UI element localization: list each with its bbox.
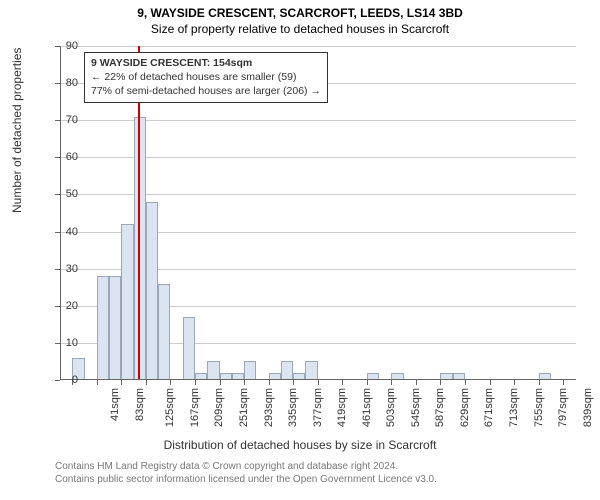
x-tick-label: 377sqm [312, 388, 324, 427]
footer-line2: Contains public sector information licen… [55, 473, 437, 486]
x-tick-mark [440, 380, 441, 385]
x-tick-mark [293, 380, 294, 385]
annotation-line2: ← 22% of detached houses are smaller (59… [91, 70, 321, 84]
x-tick-mark [391, 380, 392, 385]
x-tick-label: 671sqm [484, 388, 496, 427]
x-tick-mark [416, 380, 417, 385]
x-tick-label: 125sqm [164, 388, 176, 427]
x-tick-label: 251sqm [238, 388, 250, 427]
annotation-box: 9 WAYSIDE CRESCENT: 154sqm ← 22% of deta… [84, 52, 328, 103]
x-tick-mark [563, 380, 564, 385]
x-tick-label: 419sqm [336, 388, 348, 427]
x-tick-label: 545sqm [410, 388, 422, 427]
x-tick-label: 797sqm [557, 388, 569, 427]
histogram-bar [305, 361, 317, 380]
histogram-bar [281, 361, 293, 380]
y-tick-label: 20 [48, 300, 78, 312]
x-tick-label: 587sqm [434, 388, 446, 427]
y-axis-label: Number of detached properties [10, 48, 24, 213]
footer-attribution: Contains HM Land Registry data © Crown c… [55, 460, 437, 486]
y-tick-label: 60 [48, 151, 78, 163]
histogram-bar [97, 276, 109, 380]
chart-title-address: 9, WAYSIDE CRESCENT, SCARCROFT, LEEDS, L… [0, 0, 600, 20]
histogram-bar [146, 202, 158, 380]
x-tick-label: 293sqm [263, 388, 275, 427]
x-tick-label: 713sqm [508, 388, 520, 427]
y-tick-label: 80 [48, 77, 78, 89]
x-tick-label: 755sqm [533, 388, 545, 427]
x-tick-mark [97, 380, 98, 385]
x-tick-mark [244, 380, 245, 385]
x-tick-mark [146, 380, 147, 385]
plot-area: 9 WAYSIDE CRESCENT: 154sqm ← 22% of deta… [60, 46, 576, 380]
x-tick-mark [170, 380, 171, 385]
x-tick-label: 503sqm [385, 388, 397, 427]
x-tick-label: 461sqm [361, 388, 373, 427]
x-tick-label: 839sqm [582, 388, 594, 427]
x-tick-mark [318, 380, 319, 385]
chart-container: 9, WAYSIDE CRESCENT, SCARCROFT, LEEDS, L… [0, 0, 600, 500]
x-tick-area: 41sqm 83sqm 125sqm 167sqm 209sqm 251sqm 293sqm… [60, 380, 576, 440]
histogram-bar [183, 317, 195, 380]
x-tick-label: 335sqm [287, 388, 299, 427]
x-tick-label: 83sqm [134, 388, 146, 421]
y-tick-label: 0 [48, 374, 78, 386]
y-axis-line [60, 46, 61, 380]
x-tick-mark [539, 380, 540, 385]
histogram-bar [109, 276, 121, 380]
x-tick-mark [490, 380, 491, 385]
x-axis-label: Distribution of detached houses by size … [0, 438, 600, 452]
footer-line1: Contains HM Land Registry data © Crown c… [55, 460, 437, 473]
x-tick-mark [367, 380, 368, 385]
y-tick-label: 30 [48, 263, 78, 275]
y-tick-label: 90 [48, 40, 78, 52]
x-tick-label: 41sqm [109, 388, 121, 421]
annotation-line1: 9 WAYSIDE CRESCENT: 154sqm [91, 56, 321, 70]
x-tick-mark [514, 380, 515, 385]
y-tick-label: 70 [48, 114, 78, 126]
x-tick-label: 629sqm [459, 388, 471, 427]
histogram-bar [207, 361, 219, 380]
x-tick-mark [269, 380, 270, 385]
x-tick-label: 167sqm [189, 388, 201, 427]
y-tick-label: 40 [48, 226, 78, 238]
x-tick-mark [465, 380, 466, 385]
y-tick-label: 10 [48, 337, 78, 349]
annotation-line3: 77% of semi-detached houses are larger (… [91, 84, 321, 98]
x-tick-mark [121, 380, 122, 385]
histogram-bar [244, 361, 256, 380]
chart-title-subtitle: Size of property relative to detached ho… [0, 20, 600, 36]
x-tick-mark [220, 380, 221, 385]
histogram-bar [121, 224, 133, 380]
x-tick-mark [195, 380, 196, 385]
x-tick-label: 209sqm [214, 388, 226, 427]
histogram-bar [158, 284, 170, 380]
x-tick-mark [342, 380, 343, 385]
y-tick-label: 50 [48, 188, 78, 200]
